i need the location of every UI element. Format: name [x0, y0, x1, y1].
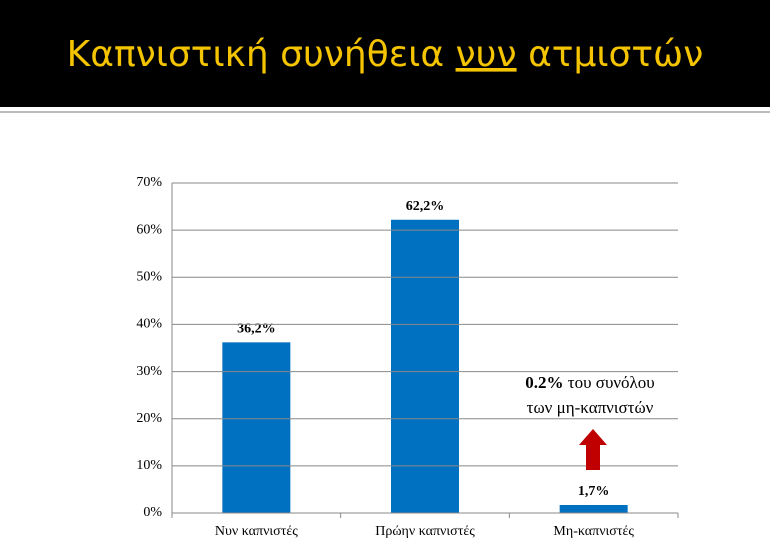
y-tick-label: 50%: [136, 270, 162, 285]
chart: 1,7% Μη-καπνιστές 62,2% Πρώην καπνιστές 36,2…: [136, 175, 679, 539]
annotation: 0.2% του συνόλου: [525, 373, 654, 392]
y-tick-label: 70%: [136, 175, 162, 190]
annotation-line: των μη-καπνιστών: [527, 398, 654, 417]
bar: [559, 504, 628, 513]
x-tick-label: Πρώην καπνιστές: [375, 524, 475, 539]
x-tick-label: Μη-καπνιστές: [553, 524, 634, 539]
annotation-bold: 0.2%: [525, 373, 563, 392]
value-label: 36,2%: [237, 322, 276, 337]
bar: [391, 219, 459, 513]
y-tick-label: 10%: [136, 458, 162, 473]
y-tick-label: 20%: [136, 411, 162, 426]
value-label: 62,2%: [406, 199, 445, 214]
header-band: [0, 0, 770, 107]
arrow: [579, 429, 607, 470]
slide-title: Καπνιστική συνήθεια νυν ατμιστών: [67, 34, 704, 75]
title-part: ατμιστών: [528, 34, 703, 75]
title-underlined: νυν: [456, 34, 517, 75]
y-tick-label: 30%: [136, 364, 162, 379]
annotation-text: του συνόλου: [568, 373, 655, 392]
y-tick-label: 40%: [136, 317, 162, 332]
y-tick-label: 0%: [143, 505, 162, 520]
x-tick-label: Νυν καπνιστές: [215, 524, 298, 539]
value-label: 1,7%: [578, 484, 610, 499]
y-tick-label: 60%: [136, 222, 162, 237]
bar: [222, 342, 291, 513]
title-part: Καπνιστική συνήθεια: [67, 34, 444, 75]
